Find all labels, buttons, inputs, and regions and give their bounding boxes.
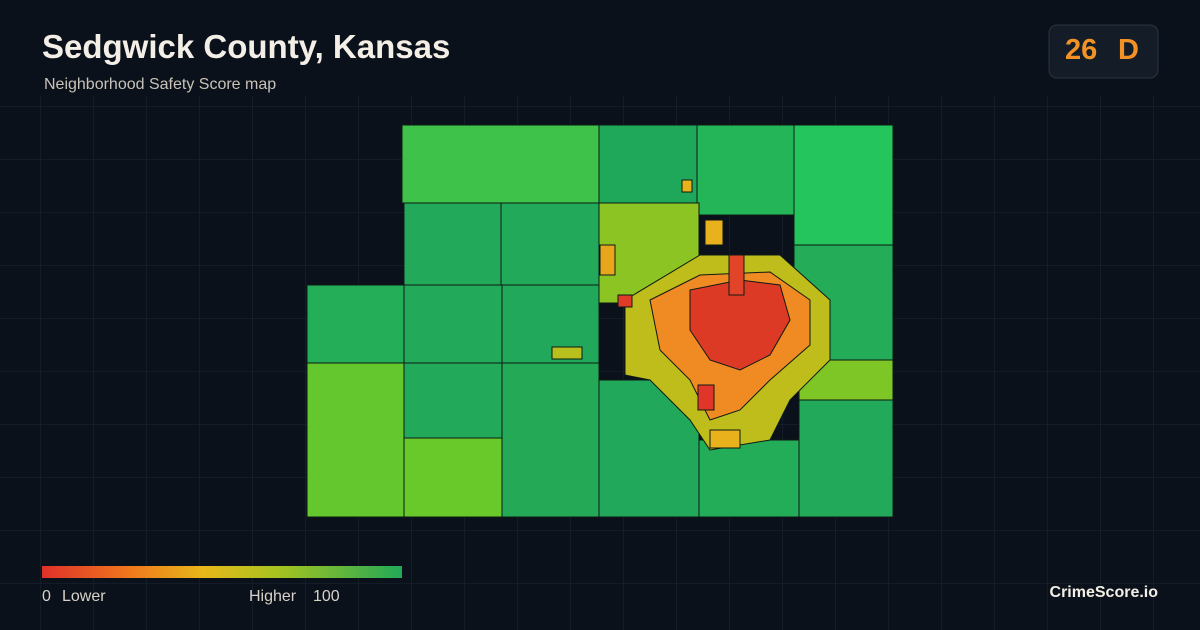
region <box>697 384 715 411</box>
region <box>704 219 724 246</box>
subtitle: Neighborhood Safety Score map <box>44 76 277 93</box>
region <box>401 124 600 204</box>
region <box>617 294 633 308</box>
region <box>793 124 894 246</box>
region <box>403 437 503 518</box>
region <box>798 399 894 518</box>
title: Sedgwick County, Kansas <box>42 28 451 65</box>
map <box>306 124 894 518</box>
region <box>403 284 503 364</box>
region <box>598 124 698 204</box>
legend-max-label: Higher <box>249 588 297 605</box>
region <box>709 429 741 449</box>
region <box>403 362 503 439</box>
legend-min: 0 <box>42 588 51 605</box>
legend-min-label: Lower <box>62 588 106 605</box>
legend-bar <box>42 566 402 578</box>
region <box>689 279 791 371</box>
region <box>306 284 405 364</box>
region <box>681 179 693 193</box>
region <box>500 202 600 286</box>
region <box>728 254 745 296</box>
region <box>696 124 795 216</box>
region <box>501 362 600 518</box>
legend-max: 100 <box>313 588 340 605</box>
grade: D <box>1118 34 1139 66</box>
score-box <box>1048 24 1159 79</box>
region <box>403 202 502 286</box>
region <box>599 244 616 276</box>
score: 26 <box>1065 34 1098 66</box>
region <box>306 362 405 518</box>
region <box>501 284 600 364</box>
region <box>551 346 583 360</box>
region <box>698 439 800 518</box>
brand: CrimeScore.io <box>1049 584 1158 601</box>
